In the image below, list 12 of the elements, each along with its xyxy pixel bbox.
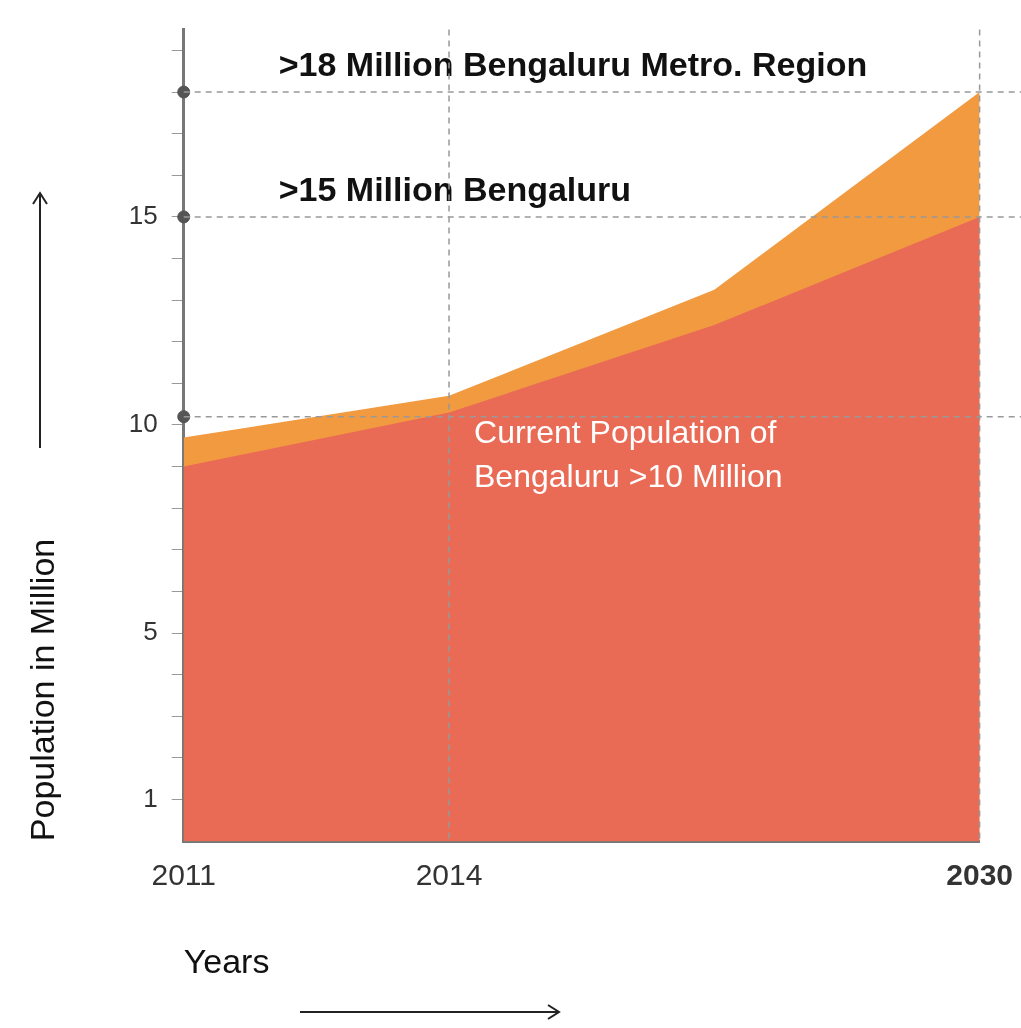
x-axis-title: Years [183,941,270,980]
y-tick-label: 5 [143,616,158,647]
ref-line-label: >15 Million Bengaluru [278,170,632,209]
y-tick-label: 15 [128,200,158,231]
y-axis-title: Population in Million [22,538,61,842]
ref-line-label: >18 Million Bengaluru Metro. Region [278,45,868,84]
x-tick-label: 2014 [415,858,483,892]
annotation: Current Population of Bengaluru >10 Million [474,414,783,495]
y-tick-label: 10 [128,408,158,439]
x-tick-label: 2011 [151,858,216,892]
x-tick-label: 2030 [946,858,1014,892]
y-tick-label: 1 [143,782,158,813]
